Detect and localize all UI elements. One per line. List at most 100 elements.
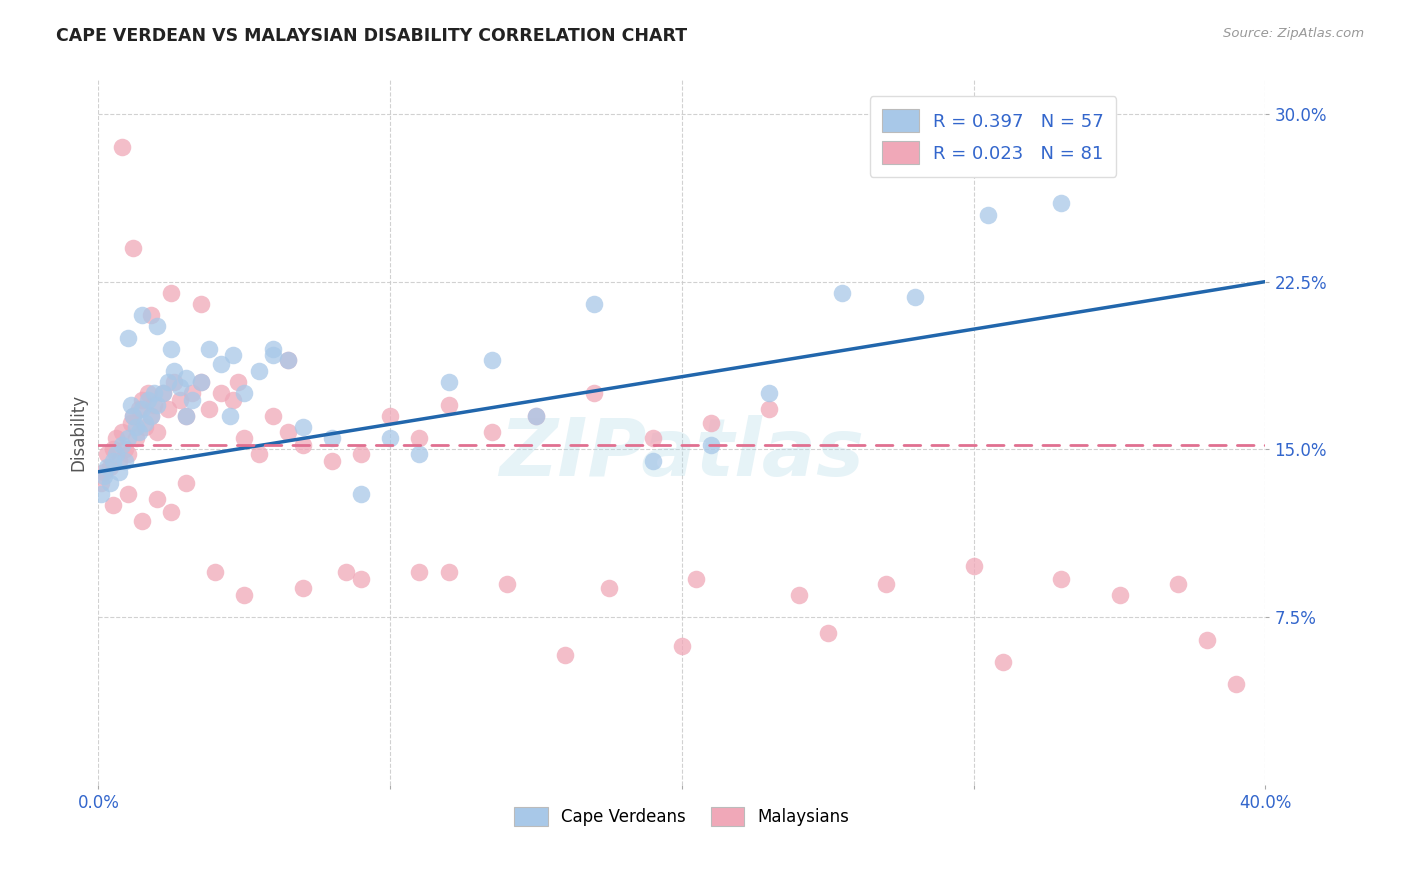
Point <box>321 431 343 445</box>
Point <box>380 431 402 445</box>
Point <box>247 447 270 461</box>
Point <box>437 398 460 412</box>
Point <box>904 290 927 304</box>
Point <box>408 431 430 445</box>
Point <box>125 420 148 434</box>
Point <box>350 447 373 461</box>
Point <box>1167 576 1189 591</box>
Point <box>160 342 183 356</box>
Point <box>1108 588 1130 602</box>
Point <box>700 438 723 452</box>
Text: CAPE VERDEAN VS MALAYSIAN DISABILITY CORRELATION CHART: CAPE VERDEAN VS MALAYSIAN DISABILITY COR… <box>56 27 688 45</box>
Point <box>583 386 606 401</box>
Point <box>180 386 202 401</box>
Point <box>190 376 212 390</box>
Point <box>209 358 232 372</box>
Point <box>122 241 145 255</box>
Legend: Cape Verdeans, Malaysians: Cape Verdeans, Malaysians <box>508 800 856 833</box>
Point <box>554 648 576 663</box>
Point <box>142 386 165 401</box>
Point <box>142 398 165 412</box>
Point <box>875 576 897 591</box>
Point <box>758 386 780 401</box>
Point <box>98 460 121 475</box>
Point <box>111 140 134 154</box>
Point <box>233 386 256 401</box>
Point <box>962 558 984 573</box>
Point <box>152 386 174 401</box>
Point <box>437 566 460 580</box>
Point <box>134 420 156 434</box>
Point <box>139 409 162 423</box>
Point <box>122 409 145 423</box>
Point <box>111 438 134 452</box>
Point <box>1050 196 1073 211</box>
Point <box>524 409 547 423</box>
Point <box>174 371 197 385</box>
Point <box>139 308 162 322</box>
Point <box>598 581 620 595</box>
Point <box>408 566 430 580</box>
Point <box>125 431 148 445</box>
Point <box>169 393 191 408</box>
Point <box>180 393 202 408</box>
Point <box>321 453 343 467</box>
Point <box>262 409 284 423</box>
Point <box>437 376 460 390</box>
Point <box>291 581 314 595</box>
Point <box>90 475 112 490</box>
Point <box>117 447 139 461</box>
Point <box>758 402 780 417</box>
Point <box>160 285 183 300</box>
Point <box>190 376 212 390</box>
Point <box>114 453 136 467</box>
Point <box>209 386 232 401</box>
Point <box>380 409 402 423</box>
Point <box>700 416 723 430</box>
Point <box>221 393 243 408</box>
Point <box>111 425 134 439</box>
Point <box>291 420 314 434</box>
Point <box>131 393 153 408</box>
Point <box>671 640 693 654</box>
Point <box>117 330 139 344</box>
Point <box>157 376 180 390</box>
Point <box>128 425 150 439</box>
Point <box>174 409 197 423</box>
Point <box>1050 572 1073 586</box>
Point <box>152 386 174 401</box>
Point <box>685 572 707 586</box>
Point <box>101 442 124 457</box>
Point <box>641 453 664 467</box>
Point <box>350 487 373 501</box>
Point <box>277 352 299 367</box>
Point <box>481 352 503 367</box>
Point <box>122 409 145 423</box>
Point <box>104 447 127 461</box>
Point <box>136 386 159 401</box>
Text: Source: ZipAtlas.com: Source: ZipAtlas.com <box>1223 27 1364 40</box>
Point <box>198 342 221 356</box>
Point <box>218 409 240 423</box>
Point <box>101 499 124 513</box>
Point <box>139 409 162 423</box>
Point <box>190 297 212 311</box>
Point <box>817 625 839 640</box>
Point <box>277 425 299 439</box>
Point <box>117 487 139 501</box>
Point <box>174 475 197 490</box>
Point <box>262 348 284 362</box>
Point <box>198 402 221 417</box>
Point <box>228 376 250 390</box>
Point <box>96 460 118 475</box>
Point <box>496 576 519 591</box>
Point <box>93 465 115 479</box>
Point <box>108 465 131 479</box>
Point <box>991 655 1014 669</box>
Point <box>117 431 139 445</box>
Point <box>120 416 142 430</box>
Point <box>146 319 169 334</box>
Point <box>131 514 153 528</box>
Point <box>583 297 606 311</box>
Point <box>146 491 169 506</box>
